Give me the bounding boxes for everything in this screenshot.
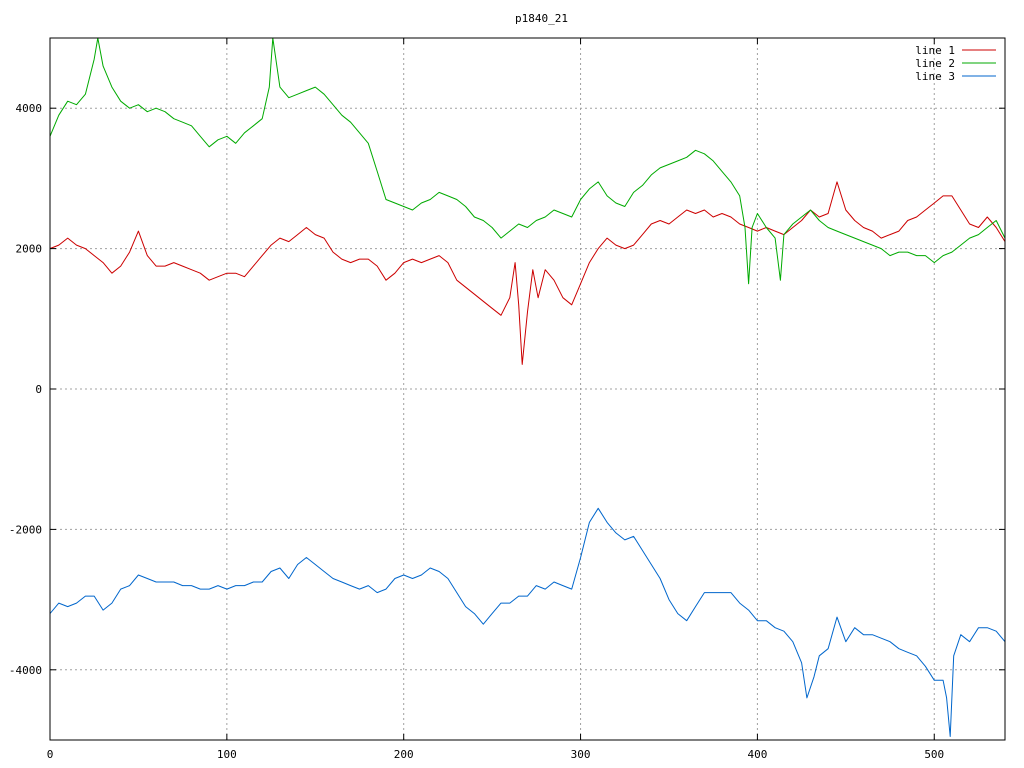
x-tick-label: 500 [924, 748, 944, 761]
chart-title: p1840_21 [515, 12, 568, 25]
x-tick-label: 300 [571, 748, 591, 761]
series-line-1 [50, 181, 1005, 365]
legend-label-2: line 2 [915, 57, 955, 70]
x-tick-label: 400 [747, 748, 767, 761]
grid-lines [50, 38, 1005, 740]
x-tick-label: 200 [394, 748, 414, 761]
x-tick-label: 0 [47, 748, 54, 761]
series-line-2 [50, 38, 1005, 285]
axis-ticks: 0 100 200 300 400 500 -4000 -2000 0 2000 4000 [9, 38, 1005, 761]
y-tick-label: -2000 [9, 523, 42, 536]
y-tick-label: -4000 [9, 664, 42, 677]
x-tick-label: 100 [217, 748, 237, 761]
y-tick-label: 2000 [16, 243, 43, 256]
series-line-3 [50, 507, 1005, 737]
y-tick-label: 0 [35, 383, 42, 396]
legend-label-1: line 1 [915, 44, 955, 57]
legend-label-3: line 3 [915, 70, 955, 83]
series-lines [50, 38, 1005, 737]
y-tick-label: 4000 [16, 102, 43, 115]
